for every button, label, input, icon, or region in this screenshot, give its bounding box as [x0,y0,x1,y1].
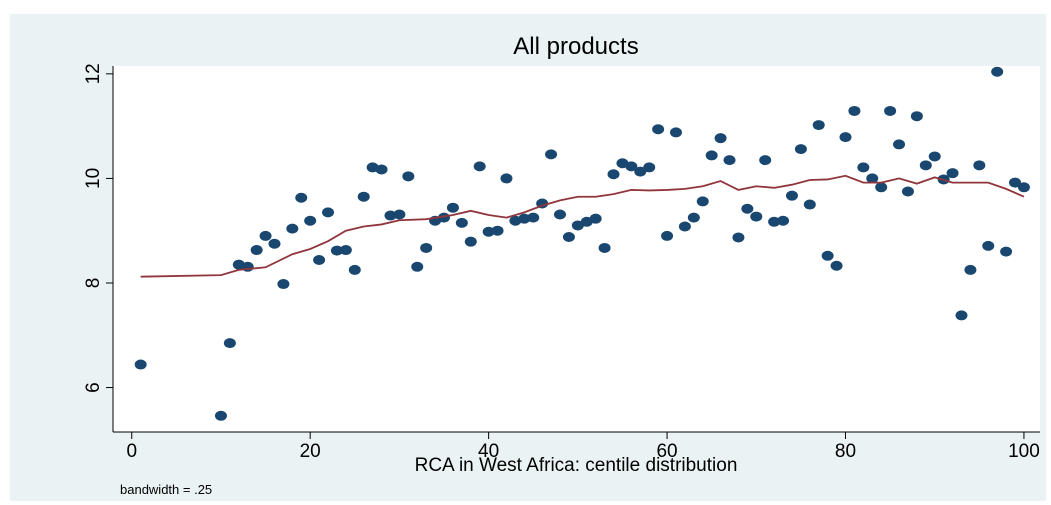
point [973,160,986,171]
point [875,182,888,193]
y-tick-label: 8 [83,278,104,289]
y-tick-label: 6 [83,382,104,393]
x-tick-label: 80 [835,441,856,462]
x-tick-label: 40 [478,441,499,462]
point [812,120,825,131]
point [589,213,602,224]
point [785,190,798,201]
point [910,111,923,122]
note: bandwidth = .25 [120,482,212,497]
point [214,410,227,421]
point [866,173,879,184]
point [848,105,861,116]
point [705,150,718,161]
point [669,127,682,138]
point [464,236,477,247]
point [893,139,906,150]
point [982,240,995,251]
point [518,213,531,224]
point [268,238,281,249]
point [420,242,433,253]
x-tick-label: 100 [1008,441,1040,462]
point [661,230,674,241]
point [955,310,968,321]
point [491,225,504,236]
point [339,245,352,256]
point [723,155,736,166]
point [857,162,870,173]
point [322,207,335,218]
point [794,144,807,155]
point [750,211,763,222]
point [455,217,468,228]
point [295,192,308,203]
point [928,151,941,162]
y-tick-label: 12 [83,63,104,84]
point [919,160,932,171]
point [286,223,299,234]
point [223,338,236,349]
point [821,250,834,261]
point [687,212,700,223]
point [741,203,754,214]
point [134,359,147,370]
point [884,105,897,116]
point [259,230,272,241]
point [1017,182,1030,193]
point [634,166,647,177]
x-tick-label: 0 [126,441,137,462]
point [527,212,540,223]
point [304,215,317,226]
point [991,66,1004,77]
point [1000,246,1013,257]
lowess-line [140,174,1025,278]
point [839,132,852,143]
point [411,261,424,272]
point [777,215,790,226]
point [901,186,914,197]
point [571,220,584,231]
point [1009,177,1022,188]
point [250,245,263,256]
chart-title: All products [513,33,638,60]
point [607,169,620,180]
point [759,155,772,166]
point [625,161,638,172]
point [313,254,326,265]
x-tick-label: 60 [656,441,677,462]
point [714,133,727,144]
point [277,279,290,290]
point [652,124,665,135]
point [964,264,977,275]
point [402,171,415,182]
point [393,209,406,220]
point [473,161,486,172]
plot-region [113,66,1040,432]
point [562,231,575,242]
x-tick-label: 20 [300,441,321,462]
point [545,149,558,160]
point [482,226,495,237]
point [830,260,843,271]
point [678,221,691,232]
y-tick-label: 10 [83,168,104,189]
point [732,232,745,243]
point [330,245,343,256]
point [384,210,397,221]
point [375,164,388,175]
point [553,209,566,220]
point [803,199,816,210]
point [768,216,781,227]
point [500,173,513,184]
point [598,242,611,253]
point [643,162,656,173]
point [696,196,709,207]
point [357,191,370,202]
x-axis-label: RCA in West Africa: centile distribution [415,455,738,476]
point [446,202,459,213]
point [348,264,361,275]
point [946,168,959,179]
